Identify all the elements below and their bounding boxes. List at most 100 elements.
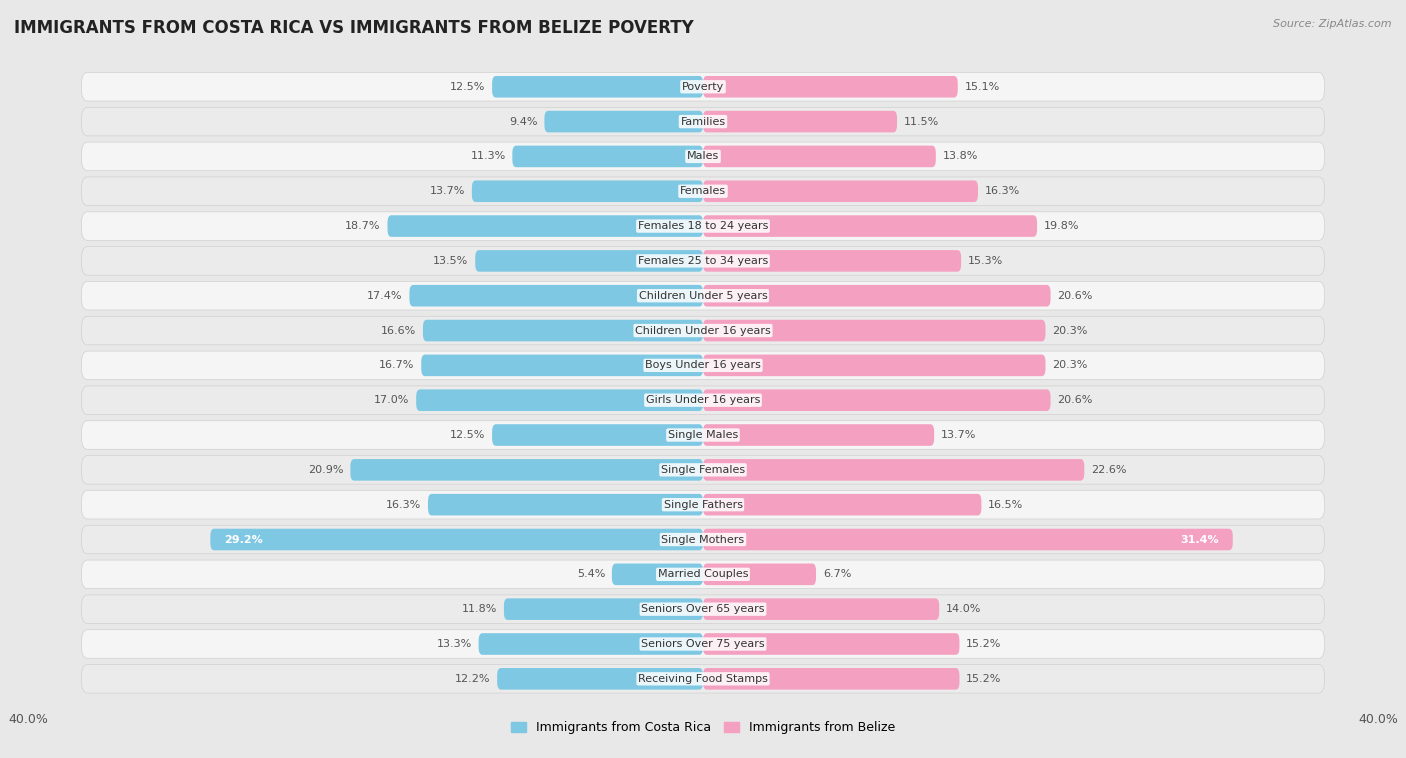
FancyBboxPatch shape	[703, 215, 1038, 236]
FancyBboxPatch shape	[422, 355, 703, 376]
FancyBboxPatch shape	[703, 668, 959, 690]
Text: 13.8%: 13.8%	[942, 152, 979, 161]
FancyBboxPatch shape	[82, 595, 1324, 623]
FancyBboxPatch shape	[503, 598, 703, 620]
Text: 16.3%: 16.3%	[387, 500, 422, 509]
FancyBboxPatch shape	[703, 76, 957, 98]
FancyBboxPatch shape	[82, 665, 1324, 693]
Text: 19.8%: 19.8%	[1043, 221, 1080, 231]
Text: 31.4%: 31.4%	[1181, 534, 1219, 544]
Text: IMMIGRANTS FROM COSTA RICA VS IMMIGRANTS FROM BELIZE POVERTY: IMMIGRANTS FROM COSTA RICA VS IMMIGRANTS…	[14, 19, 693, 37]
Text: Poverty: Poverty	[682, 82, 724, 92]
Text: 16.6%: 16.6%	[381, 325, 416, 336]
FancyBboxPatch shape	[703, 598, 939, 620]
Text: Children Under 16 years: Children Under 16 years	[636, 325, 770, 336]
Text: 12.2%: 12.2%	[456, 674, 491, 684]
Text: 16.3%: 16.3%	[984, 186, 1019, 196]
Text: 16.7%: 16.7%	[380, 360, 415, 371]
Text: Males: Males	[688, 152, 718, 161]
Text: 6.7%: 6.7%	[823, 569, 851, 579]
Text: Receiving Food Stamps: Receiving Food Stamps	[638, 674, 768, 684]
Text: 14.0%: 14.0%	[946, 604, 981, 614]
FancyBboxPatch shape	[512, 146, 703, 168]
FancyBboxPatch shape	[703, 146, 936, 168]
FancyBboxPatch shape	[703, 355, 1046, 376]
FancyBboxPatch shape	[82, 351, 1324, 380]
Text: Children Under 5 years: Children Under 5 years	[638, 291, 768, 301]
FancyBboxPatch shape	[82, 177, 1324, 205]
Text: Single Females: Single Females	[661, 465, 745, 475]
Text: 9.4%: 9.4%	[509, 117, 537, 127]
Text: 15.3%: 15.3%	[967, 256, 1002, 266]
Text: Single Mothers: Single Mothers	[661, 534, 745, 544]
FancyBboxPatch shape	[82, 456, 1324, 484]
Text: Seniors Over 65 years: Seniors Over 65 years	[641, 604, 765, 614]
FancyBboxPatch shape	[82, 421, 1324, 449]
Text: 11.8%: 11.8%	[461, 604, 498, 614]
Text: 12.5%: 12.5%	[450, 82, 485, 92]
Text: 22.6%: 22.6%	[1091, 465, 1126, 475]
Text: 11.3%: 11.3%	[471, 152, 506, 161]
FancyBboxPatch shape	[472, 180, 703, 202]
FancyBboxPatch shape	[211, 529, 703, 550]
Text: Single Males: Single Males	[668, 430, 738, 440]
Text: 11.5%: 11.5%	[904, 117, 939, 127]
FancyBboxPatch shape	[703, 390, 1050, 411]
Legend: Immigrants from Costa Rica, Immigrants from Belize: Immigrants from Costa Rica, Immigrants f…	[510, 721, 896, 735]
Text: 12.5%: 12.5%	[450, 430, 485, 440]
FancyBboxPatch shape	[703, 424, 934, 446]
FancyBboxPatch shape	[82, 560, 1324, 589]
FancyBboxPatch shape	[475, 250, 703, 271]
FancyBboxPatch shape	[82, 246, 1324, 275]
Text: Females: Females	[681, 186, 725, 196]
FancyBboxPatch shape	[703, 111, 897, 133]
FancyBboxPatch shape	[82, 316, 1324, 345]
Text: 15.2%: 15.2%	[966, 639, 1001, 649]
Text: Seniors Over 75 years: Seniors Over 75 years	[641, 639, 765, 649]
FancyBboxPatch shape	[544, 111, 703, 133]
FancyBboxPatch shape	[703, 180, 979, 202]
FancyBboxPatch shape	[82, 630, 1324, 658]
FancyBboxPatch shape	[703, 563, 815, 585]
FancyBboxPatch shape	[492, 424, 703, 446]
Text: 17.0%: 17.0%	[374, 395, 409, 406]
FancyBboxPatch shape	[612, 563, 703, 585]
FancyBboxPatch shape	[82, 525, 1324, 554]
Text: Married Couples: Married Couples	[658, 569, 748, 579]
FancyBboxPatch shape	[703, 250, 962, 271]
FancyBboxPatch shape	[478, 633, 703, 655]
Text: 20.9%: 20.9%	[308, 465, 343, 475]
Text: 13.7%: 13.7%	[941, 430, 976, 440]
Text: 18.7%: 18.7%	[346, 221, 381, 231]
FancyBboxPatch shape	[409, 285, 703, 306]
FancyBboxPatch shape	[703, 459, 1084, 481]
FancyBboxPatch shape	[82, 108, 1324, 136]
Text: 17.4%: 17.4%	[367, 291, 402, 301]
FancyBboxPatch shape	[492, 76, 703, 98]
Text: Boys Under 16 years: Boys Under 16 years	[645, 360, 761, 371]
FancyBboxPatch shape	[703, 320, 1046, 341]
FancyBboxPatch shape	[703, 285, 1050, 306]
FancyBboxPatch shape	[388, 215, 703, 236]
Text: Source: ZipAtlas.com: Source: ZipAtlas.com	[1274, 19, 1392, 29]
Text: 20.6%: 20.6%	[1057, 395, 1092, 406]
FancyBboxPatch shape	[498, 668, 703, 690]
FancyBboxPatch shape	[82, 490, 1324, 519]
FancyBboxPatch shape	[423, 320, 703, 341]
Text: 20.3%: 20.3%	[1052, 325, 1088, 336]
Text: 13.3%: 13.3%	[437, 639, 472, 649]
FancyBboxPatch shape	[82, 281, 1324, 310]
FancyBboxPatch shape	[82, 73, 1324, 101]
Text: 15.1%: 15.1%	[965, 82, 1000, 92]
Text: Families: Families	[681, 117, 725, 127]
FancyBboxPatch shape	[350, 459, 703, 481]
Text: 5.4%: 5.4%	[576, 569, 605, 579]
FancyBboxPatch shape	[703, 494, 981, 515]
Text: 20.3%: 20.3%	[1052, 360, 1088, 371]
FancyBboxPatch shape	[703, 529, 1233, 550]
FancyBboxPatch shape	[427, 494, 703, 515]
Text: 13.5%: 13.5%	[433, 256, 468, 266]
Text: 16.5%: 16.5%	[988, 500, 1024, 509]
Text: Females 25 to 34 years: Females 25 to 34 years	[638, 256, 768, 266]
Text: 29.2%: 29.2%	[224, 534, 263, 544]
